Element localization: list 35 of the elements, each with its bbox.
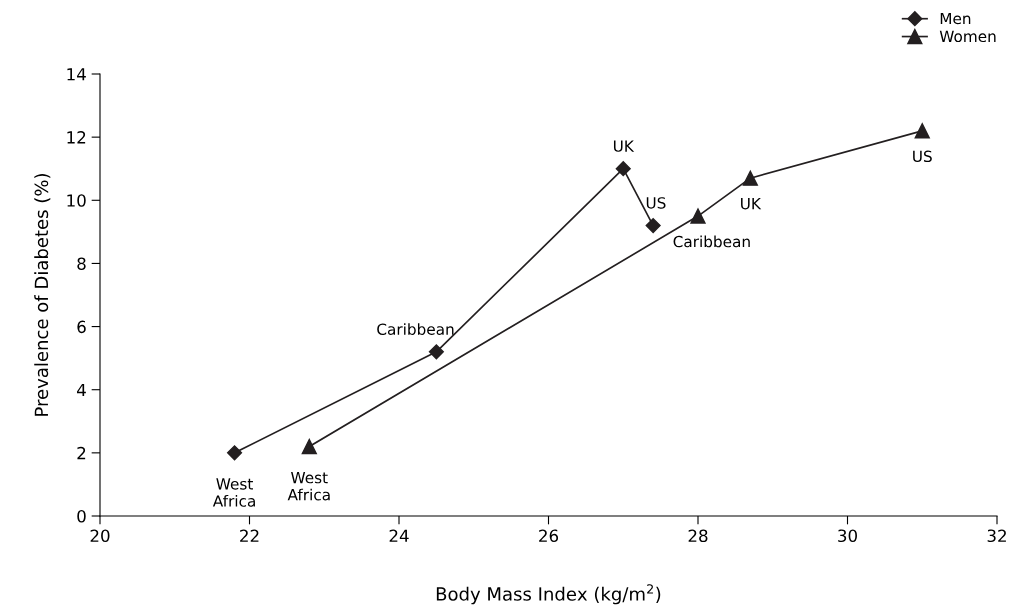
annotation: West Africa [287, 472, 330, 501]
x-tick-label: 32 [987, 529, 1006, 543]
x-tick-label: 26 [539, 529, 559, 543]
x-tick-label: 30 [838, 529, 857, 543]
y-tick-label: 4 [77, 383, 86, 397]
x-tick-label: 22 [240, 529, 259, 542]
x-axis-title: Body Mass Index (kg/m$^{2}$) [436, 584, 661, 605]
y-tick-label: 0 [77, 509, 86, 523]
y-tick-label: 6 [77, 320, 86, 334]
annotation: US [646, 197, 666, 209]
y-tick-label: 2 [77, 446, 86, 460]
x-tick-label: 28 [688, 529, 708, 543]
annotation: West Africa [212, 478, 255, 507]
y-axis-title: Prevalence of Diabetes (%) [34, 174, 51, 416]
point [690, 208, 706, 224]
x-tick-label: 24 [389, 529, 409, 542]
annotation: UK [613, 140, 635, 152]
annotation: US [913, 150, 932, 163]
point [914, 123, 930, 139]
annotation: Caribbean [673, 235, 750, 248]
annotation: UK [741, 198, 762, 210]
annotation: Caribbean [377, 323, 454, 335]
y-tick-label: 12 [67, 131, 86, 144]
x-tick-label: 20 [90, 529, 110, 543]
point [226, 445, 243, 461]
point [742, 170, 758, 186]
y-tick-label: 10 [67, 194, 86, 207]
y-tick-label: 8 [77, 257, 86, 270]
point [645, 217, 661, 234]
legend-label: Women [939, 30, 996, 43]
point [428, 344, 444, 360]
legend-label: Men [940, 12, 971, 25]
point [301, 438, 317, 455]
point [615, 161, 631, 177]
y-tick-label: 14 [67, 68, 86, 81]
